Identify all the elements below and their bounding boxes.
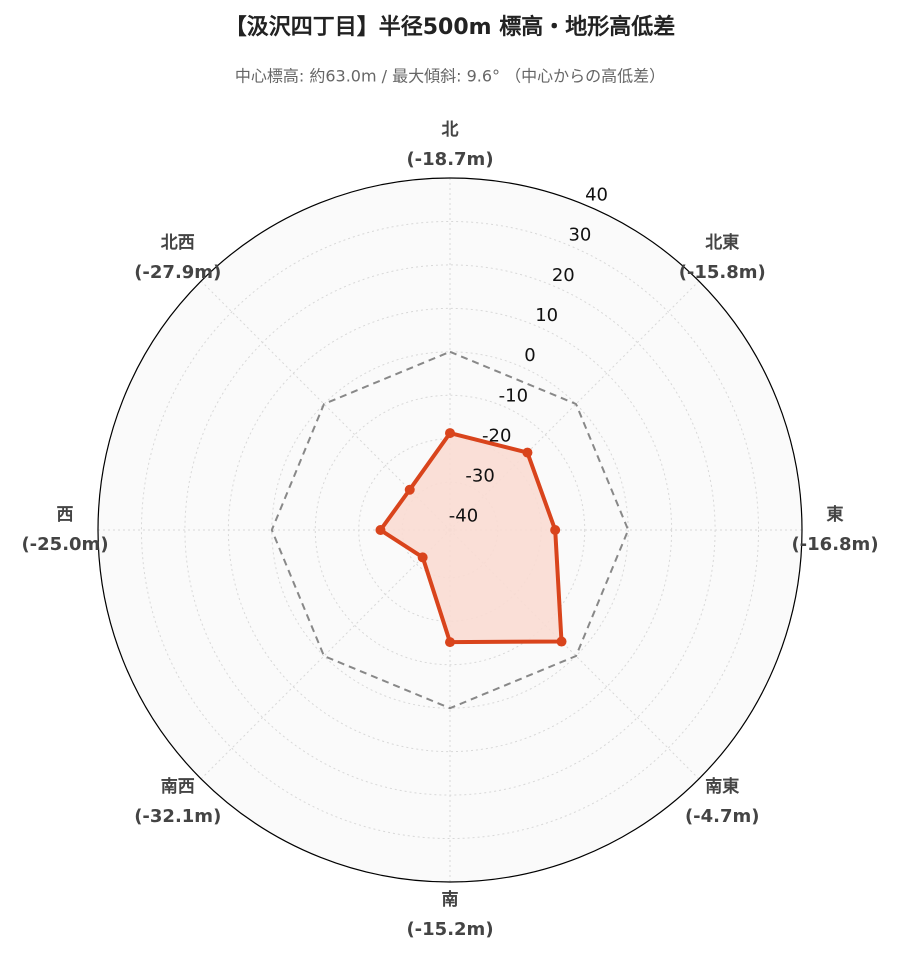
data-point: [404, 484, 415, 495]
category-label: 西: [57, 505, 74, 525]
category-label: 北東: [705, 232, 739, 253]
reference-line: [270, 350, 630, 710]
chart-title: 【汲沢四丁目】半径500m 標高・地形高低差: [225, 14, 676, 40]
category-label: 南東: [705, 776, 739, 797]
r-tick-label: 30: [568, 225, 591, 246]
r-tick-label: 20: [552, 265, 575, 286]
spoke: [200, 280, 451, 531]
data-point: [445, 637, 455, 648]
value-label: (-4.7m): [685, 806, 760, 827]
value-label: (-27.9m): [134, 262, 221, 283]
r-tick-label: -20: [482, 425, 511, 446]
r-tick-label: -30: [465, 466, 494, 487]
spoke: [449, 529, 700, 780]
grid-circle: [314, 394, 586, 666]
polar-frame: [97, 177, 803, 883]
r-tick-label: 40: [585, 185, 608, 206]
spoke: [200, 529, 451, 780]
category-label: 南西: [161, 776, 195, 797]
data-point: [522, 447, 533, 458]
data-point: [375, 525, 386, 535]
category-label: 東: [827, 504, 844, 525]
grid-circle: [271, 351, 629, 709]
data-point: [445, 428, 455, 439]
spoke: [449, 280, 700, 531]
value-label: (-32.1m): [134, 806, 221, 827]
data-point: [550, 525, 561, 535]
value-label: (-25.0m): [21, 534, 108, 555]
data-point: [556, 636, 567, 647]
value-label: (-15.8m): [679, 262, 766, 283]
r-tick-label: 10: [535, 305, 558, 326]
r-tick-label: 0: [524, 345, 535, 366]
category-label: 北西: [161, 233, 195, 253]
category-label: 南: [442, 889, 459, 910]
grid-circle: [140, 220, 760, 840]
chart-subtitle: 中心標高: 約63.0m / 最大傾斜: 9.6° （中心からの高低差）: [235, 67, 665, 86]
value-label: (-18.7m): [406, 149, 493, 170]
category-label: 北: [442, 120, 459, 140]
r-tick-label: -40: [449, 506, 478, 527]
r-tick-label: -10: [499, 385, 528, 406]
value-label: (-16.8m): [791, 534, 878, 555]
data-point: [417, 552, 428, 563]
value-label: (-15.2m): [406, 919, 493, 940]
